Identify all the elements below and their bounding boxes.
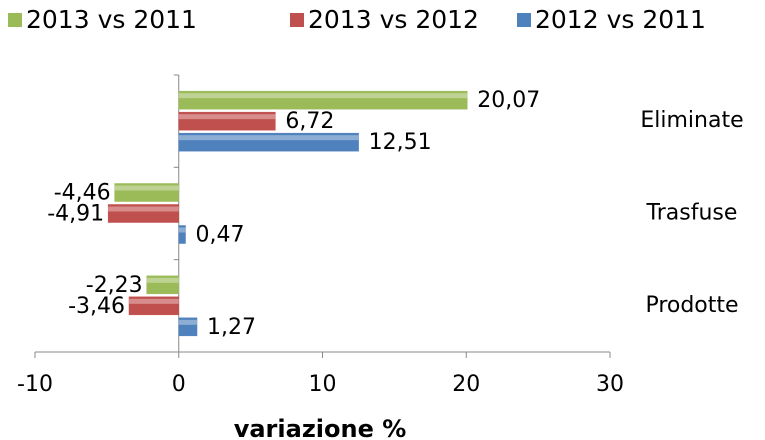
bar-highlight <box>129 298 179 304</box>
bar <box>107 204 179 223</box>
x-tick-label: 0 <box>172 372 186 397</box>
bar-highlight <box>114 185 179 191</box>
data-label: 0,47 <box>196 223 245 248</box>
legend-label: 2013 vs 2012 <box>308 5 479 34</box>
data-label: -4,91 <box>47 202 104 227</box>
bar-highlight <box>178 93 468 99</box>
data-label: -4,46 <box>54 181 111 206</box>
bar <box>114 183 179 202</box>
bar <box>178 111 276 131</box>
category-label: Prodotte <box>645 293 738 318</box>
bar-highlight <box>108 206 179 212</box>
bar <box>178 317 198 337</box>
data-label: 12,51 <box>369 130 432 155</box>
x-tick-label: 30 <box>596 372 624 397</box>
data-label: 6,72 <box>285 109 334 134</box>
data-label: 1,27 <box>207 315 256 340</box>
x-tick-label: 10 <box>309 372 337 397</box>
legend-swatch <box>290 13 304 27</box>
bar-highlight <box>178 319 198 325</box>
data-label: 20,07 <box>477 88 540 113</box>
x-axis-title: variazione % <box>234 415 407 440</box>
category-label: Eliminate <box>640 108 743 133</box>
bar <box>178 225 186 244</box>
legend-label: 2012 vs 2011 <box>535 5 706 34</box>
data-label: -3,46 <box>68 294 125 319</box>
bar <box>146 275 180 295</box>
bar <box>128 296 179 316</box>
bar-highlight <box>178 227 186 233</box>
bar-highlight <box>178 114 276 120</box>
data-label: -2,23 <box>86 273 143 298</box>
bar-highlight <box>146 277 179 283</box>
x-tick-label: -10 <box>17 372 53 397</box>
bar-highlight <box>178 135 359 141</box>
x-tick-label: 20 <box>452 372 480 397</box>
category-label: Trasfuse <box>646 201 738 226</box>
legend-swatch <box>517 13 531 27</box>
legend-swatch <box>8 13 22 27</box>
bar <box>178 132 359 152</box>
bar <box>178 90 468 110</box>
legend-label: 2013 vs 2011 <box>26 5 197 34</box>
